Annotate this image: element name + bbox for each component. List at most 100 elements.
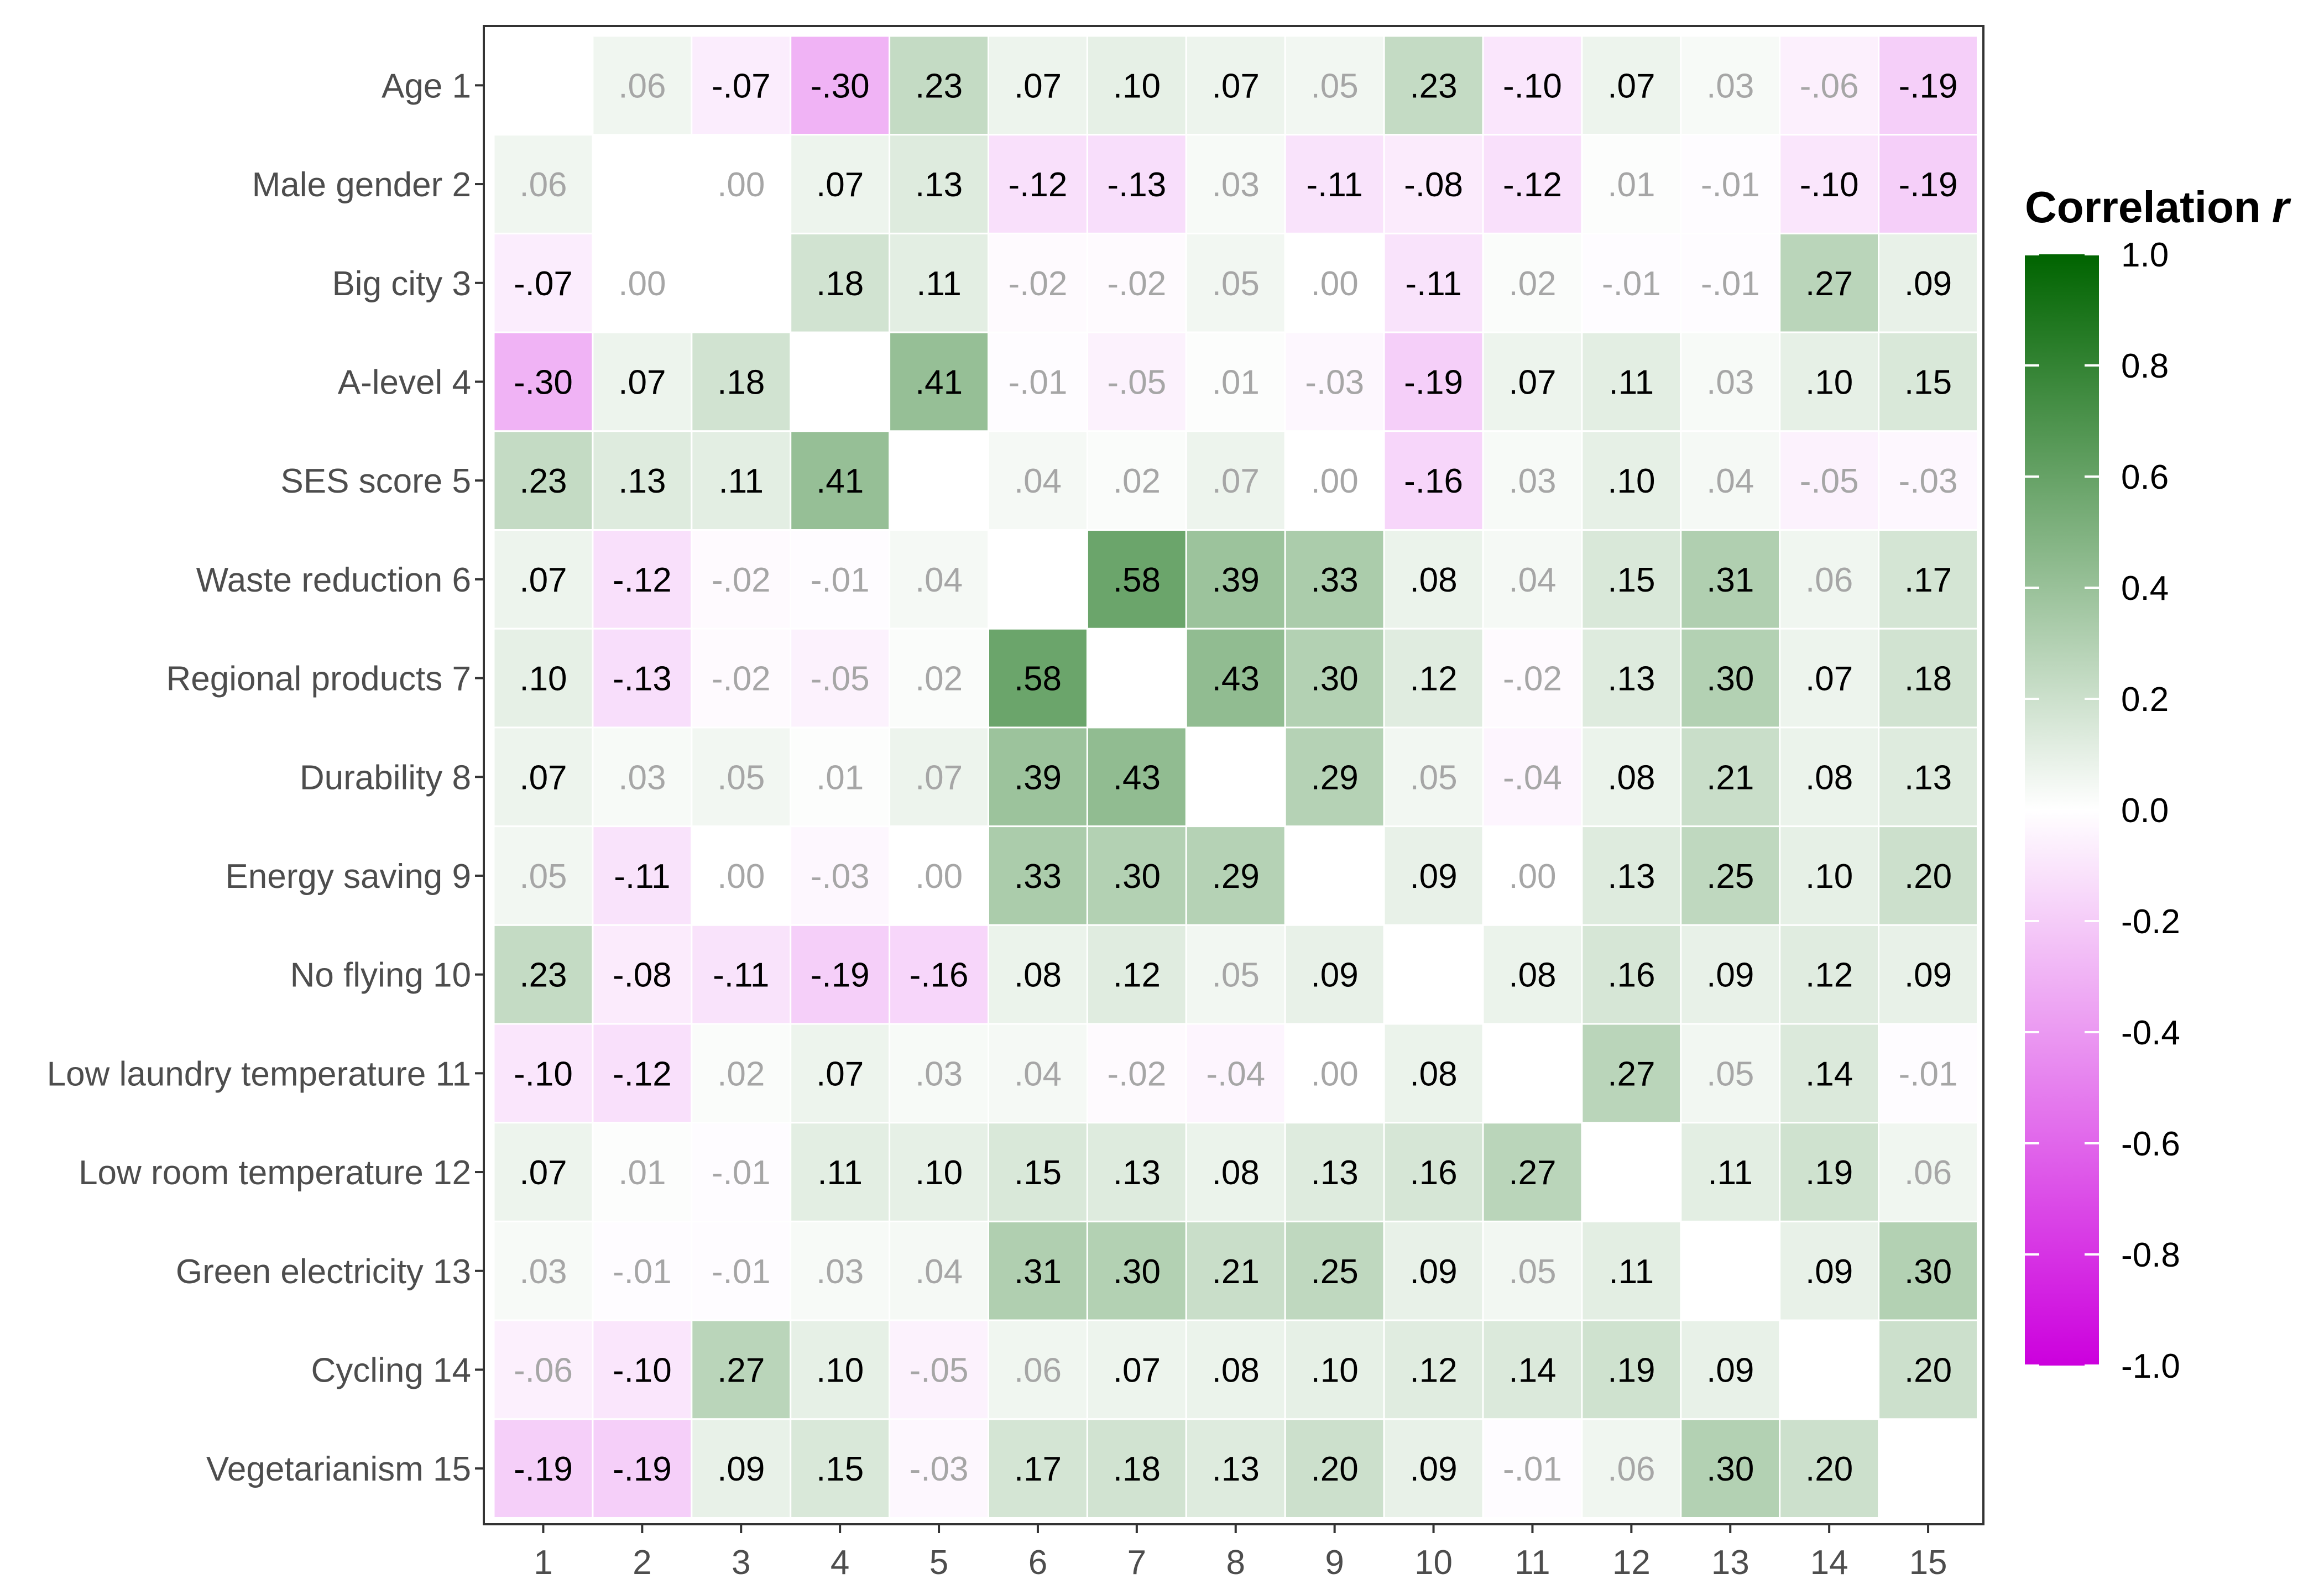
cell-value-label: .07: [1212, 67, 1260, 105]
cell-value-label: .05: [1706, 1055, 1754, 1093]
cell-value-label: .18: [1904, 660, 1952, 698]
cell-value-label: -.02: [1107, 265, 1166, 303]
cell-value-label: .01: [618, 1154, 666, 1192]
cell-value-label: .30: [1904, 1253, 1952, 1291]
heatmap-cell: [1878, 1319, 1979, 1420]
heatmap-cell: [1680, 825, 1781, 926]
cell-value-label: .19: [1607, 1351, 1655, 1389]
y-axis: Age 1 Male gender 2 Big city 3 A-level 4 SES…: [47, 67, 484, 1488]
heatmap-cell: [889, 1023, 989, 1124]
cell-value-label: .06: [618, 67, 666, 105]
heatmap-cell: [1284, 1220, 1385, 1321]
legend-title-text: Correlation: [2025, 182, 2261, 232]
heatmap-cell: [889, 1319, 989, 1420]
cell-value-label: -.12: [613, 561, 672, 599]
cell-value-label: -.02: [1009, 265, 1068, 303]
cell-value-label: -.30: [811, 67, 870, 105]
cell-value-label: .20: [1904, 857, 1952, 896]
heatmap-cell: [493, 1319, 594, 1420]
cell-value-label: -.13: [613, 660, 672, 698]
heatmap-cell: [592, 1023, 693, 1124]
cell-value-label: -.05: [910, 1351, 969, 1389]
cell-value-label: -.05: [811, 660, 870, 698]
cell-value-label: .33: [1014, 857, 1062, 896]
cell-value-label: .19: [1805, 1154, 1853, 1192]
heatmap-cell: [1581, 1319, 1682, 1420]
cell-value-label: .13: [1607, 857, 1655, 896]
heatmap-cell: [1779, 35, 1880, 136]
cell-value-label: -.11: [614, 857, 670, 896]
cell-value-label: .39: [1212, 561, 1260, 599]
cell-value-label: .08: [1212, 1154, 1260, 1192]
heatmap-cell: [1185, 134, 1286, 234]
heatmap-cell: [592, 529, 693, 630]
cell-value-label: .31: [1706, 561, 1754, 599]
cell-value-label: .06: [1805, 561, 1853, 599]
cell-value-label: .00: [717, 166, 765, 204]
heatmap-cell: [1878, 430, 1979, 531]
cell-value-label: -.03: [1899, 462, 1958, 500]
cell-value-label: .01: [1607, 166, 1655, 204]
legend-title: Correlation r: [2025, 182, 2291, 232]
cell-value-label: -.02: [1107, 1055, 1166, 1093]
heatmap-cell: [889, 134, 989, 234]
cell-value-label: -.19: [1404, 363, 1463, 401]
cell-value-label: .07: [816, 1055, 864, 1093]
cell-value-label: .18: [1113, 1450, 1161, 1488]
heatmap-cell: [1680, 1122, 1781, 1222]
heatmap-cell: [1779, 627, 1880, 729]
cell-value-label: .06: [1904, 1154, 1952, 1192]
cell-value-label: -.16: [910, 956, 969, 995]
cell-value-label: .09: [1409, 857, 1457, 896]
cell-value-label: .00: [618, 265, 666, 303]
heatmap-cell: [493, 232, 594, 333]
cell-value-label: -.19: [514, 1450, 573, 1488]
x-axis: 1 2 3 4 5 6 7 8 9 10 11 12 13 14 15: [534, 1524, 1947, 1582]
heatmap-cell: [1383, 726, 1484, 828]
cell-value-label: .09: [1311, 956, 1359, 995]
cell-value-label: .04: [915, 1253, 963, 1291]
cell-value-label: .12: [1113, 956, 1161, 995]
cell-value-label: -.07: [712, 67, 771, 105]
legend-tick-label: 0.6: [2121, 458, 2169, 496]
heatmap-cell: [790, 1220, 891, 1321]
heatmap-cell: [1086, 924, 1187, 1025]
heatmap-cell: [1086, 1418, 1187, 1519]
heatmap-cell: [493, 529, 594, 630]
cell-value-label: .11: [1609, 363, 1654, 401]
cell-value-label: -.30: [514, 363, 573, 401]
cell-value-label: .05: [1212, 265, 1260, 303]
heatmap-cell: [1482, 430, 1583, 531]
cell-value-label: .03: [1212, 166, 1260, 204]
cell-value-label: .30: [1113, 1253, 1161, 1291]
cell-value-label: -.05: [1107, 363, 1166, 401]
row-label: Male gender 2: [252, 166, 471, 204]
heatmap-cell: [1185, 1023, 1286, 1124]
heatmap-cell: [493, 331, 594, 432]
heatmap-cell: [1086, 1220, 1187, 1321]
row-label: Regional products 7: [166, 660, 471, 698]
cell-value-label: -.12: [1503, 166, 1562, 204]
cell-value-label: .15: [1904, 363, 1952, 401]
heatmap-cell: [1284, 331, 1385, 432]
cell-value-label: .07: [519, 1154, 567, 1192]
heatmap-cell: [790, 134, 891, 234]
row-label: No flying 10: [290, 956, 471, 995]
heatmap-cell: [1581, 331, 1682, 432]
cell-value-label: -.03: [1305, 363, 1364, 401]
heatmap-cell: [1086, 825, 1187, 926]
cell-value-label: .20: [1311, 1450, 1359, 1488]
heatmap-cell: [1284, 232, 1385, 333]
heatmap-cell: [493, 1122, 594, 1222]
row-label: Durability 8: [300, 759, 471, 797]
cell-value-label: .10: [816, 1351, 864, 1389]
heatmap-cell: [1680, 232, 1781, 333]
cell-value-label: .13: [1212, 1450, 1260, 1488]
heatmap-cell: [1878, 825, 1979, 926]
row-label: Waste reduction 6: [196, 561, 471, 599]
heatmap-cell: [889, 232, 989, 333]
heatmap-cell: [1185, 924, 1286, 1025]
cell-value-label: .00: [1311, 1055, 1359, 1093]
heatmap-cell: [493, 726, 594, 828]
heatmap-cell: [1779, 331, 1880, 432]
